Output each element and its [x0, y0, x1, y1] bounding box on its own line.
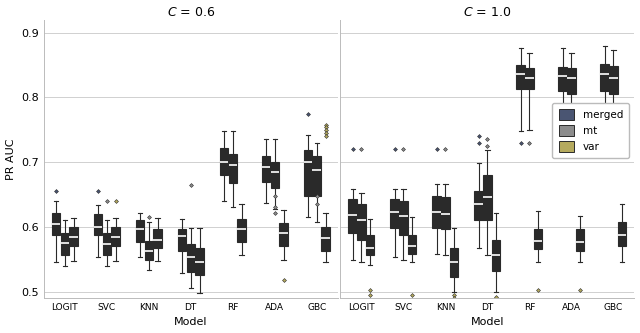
- Title: $\mathit{C}$ = 0.6: $\mathit{C}$ = 0.6: [166, 6, 215, 19]
- PathPatch shape: [609, 66, 618, 94]
- X-axis label: Model: Model: [470, 317, 504, 327]
- PathPatch shape: [366, 235, 374, 255]
- PathPatch shape: [102, 233, 111, 255]
- PathPatch shape: [228, 154, 237, 183]
- PathPatch shape: [576, 229, 584, 251]
- PathPatch shape: [516, 65, 525, 89]
- PathPatch shape: [399, 201, 408, 235]
- PathPatch shape: [408, 235, 417, 254]
- PathPatch shape: [237, 219, 246, 242]
- PathPatch shape: [136, 220, 144, 242]
- Legend: merged, mt, var: merged, mt, var: [552, 103, 629, 158]
- PathPatch shape: [433, 196, 441, 228]
- PathPatch shape: [390, 199, 399, 228]
- PathPatch shape: [567, 68, 575, 94]
- PathPatch shape: [492, 240, 500, 271]
- PathPatch shape: [220, 148, 228, 175]
- PathPatch shape: [178, 229, 186, 251]
- PathPatch shape: [195, 247, 204, 275]
- PathPatch shape: [312, 156, 321, 196]
- PathPatch shape: [271, 162, 279, 188]
- Title: $\mathit{C}$ = 1.0: $\mathit{C}$ = 1.0: [463, 6, 511, 19]
- PathPatch shape: [474, 190, 483, 220]
- PathPatch shape: [303, 151, 312, 196]
- PathPatch shape: [600, 64, 609, 91]
- PathPatch shape: [357, 203, 365, 240]
- Y-axis label: PR AUC: PR AUC: [6, 138, 15, 179]
- PathPatch shape: [93, 214, 102, 235]
- X-axis label: Model: Model: [174, 317, 207, 327]
- PathPatch shape: [154, 229, 162, 248]
- PathPatch shape: [450, 247, 458, 277]
- PathPatch shape: [348, 199, 357, 233]
- PathPatch shape: [441, 197, 450, 229]
- PathPatch shape: [111, 227, 120, 246]
- PathPatch shape: [321, 227, 330, 251]
- PathPatch shape: [262, 156, 270, 181]
- PathPatch shape: [145, 241, 153, 260]
- PathPatch shape: [525, 68, 534, 89]
- PathPatch shape: [186, 244, 195, 272]
- PathPatch shape: [61, 233, 69, 255]
- PathPatch shape: [559, 67, 567, 91]
- PathPatch shape: [279, 223, 288, 246]
- PathPatch shape: [618, 222, 627, 246]
- PathPatch shape: [534, 229, 543, 249]
- PathPatch shape: [69, 227, 77, 246]
- PathPatch shape: [52, 212, 60, 235]
- PathPatch shape: [483, 175, 492, 220]
